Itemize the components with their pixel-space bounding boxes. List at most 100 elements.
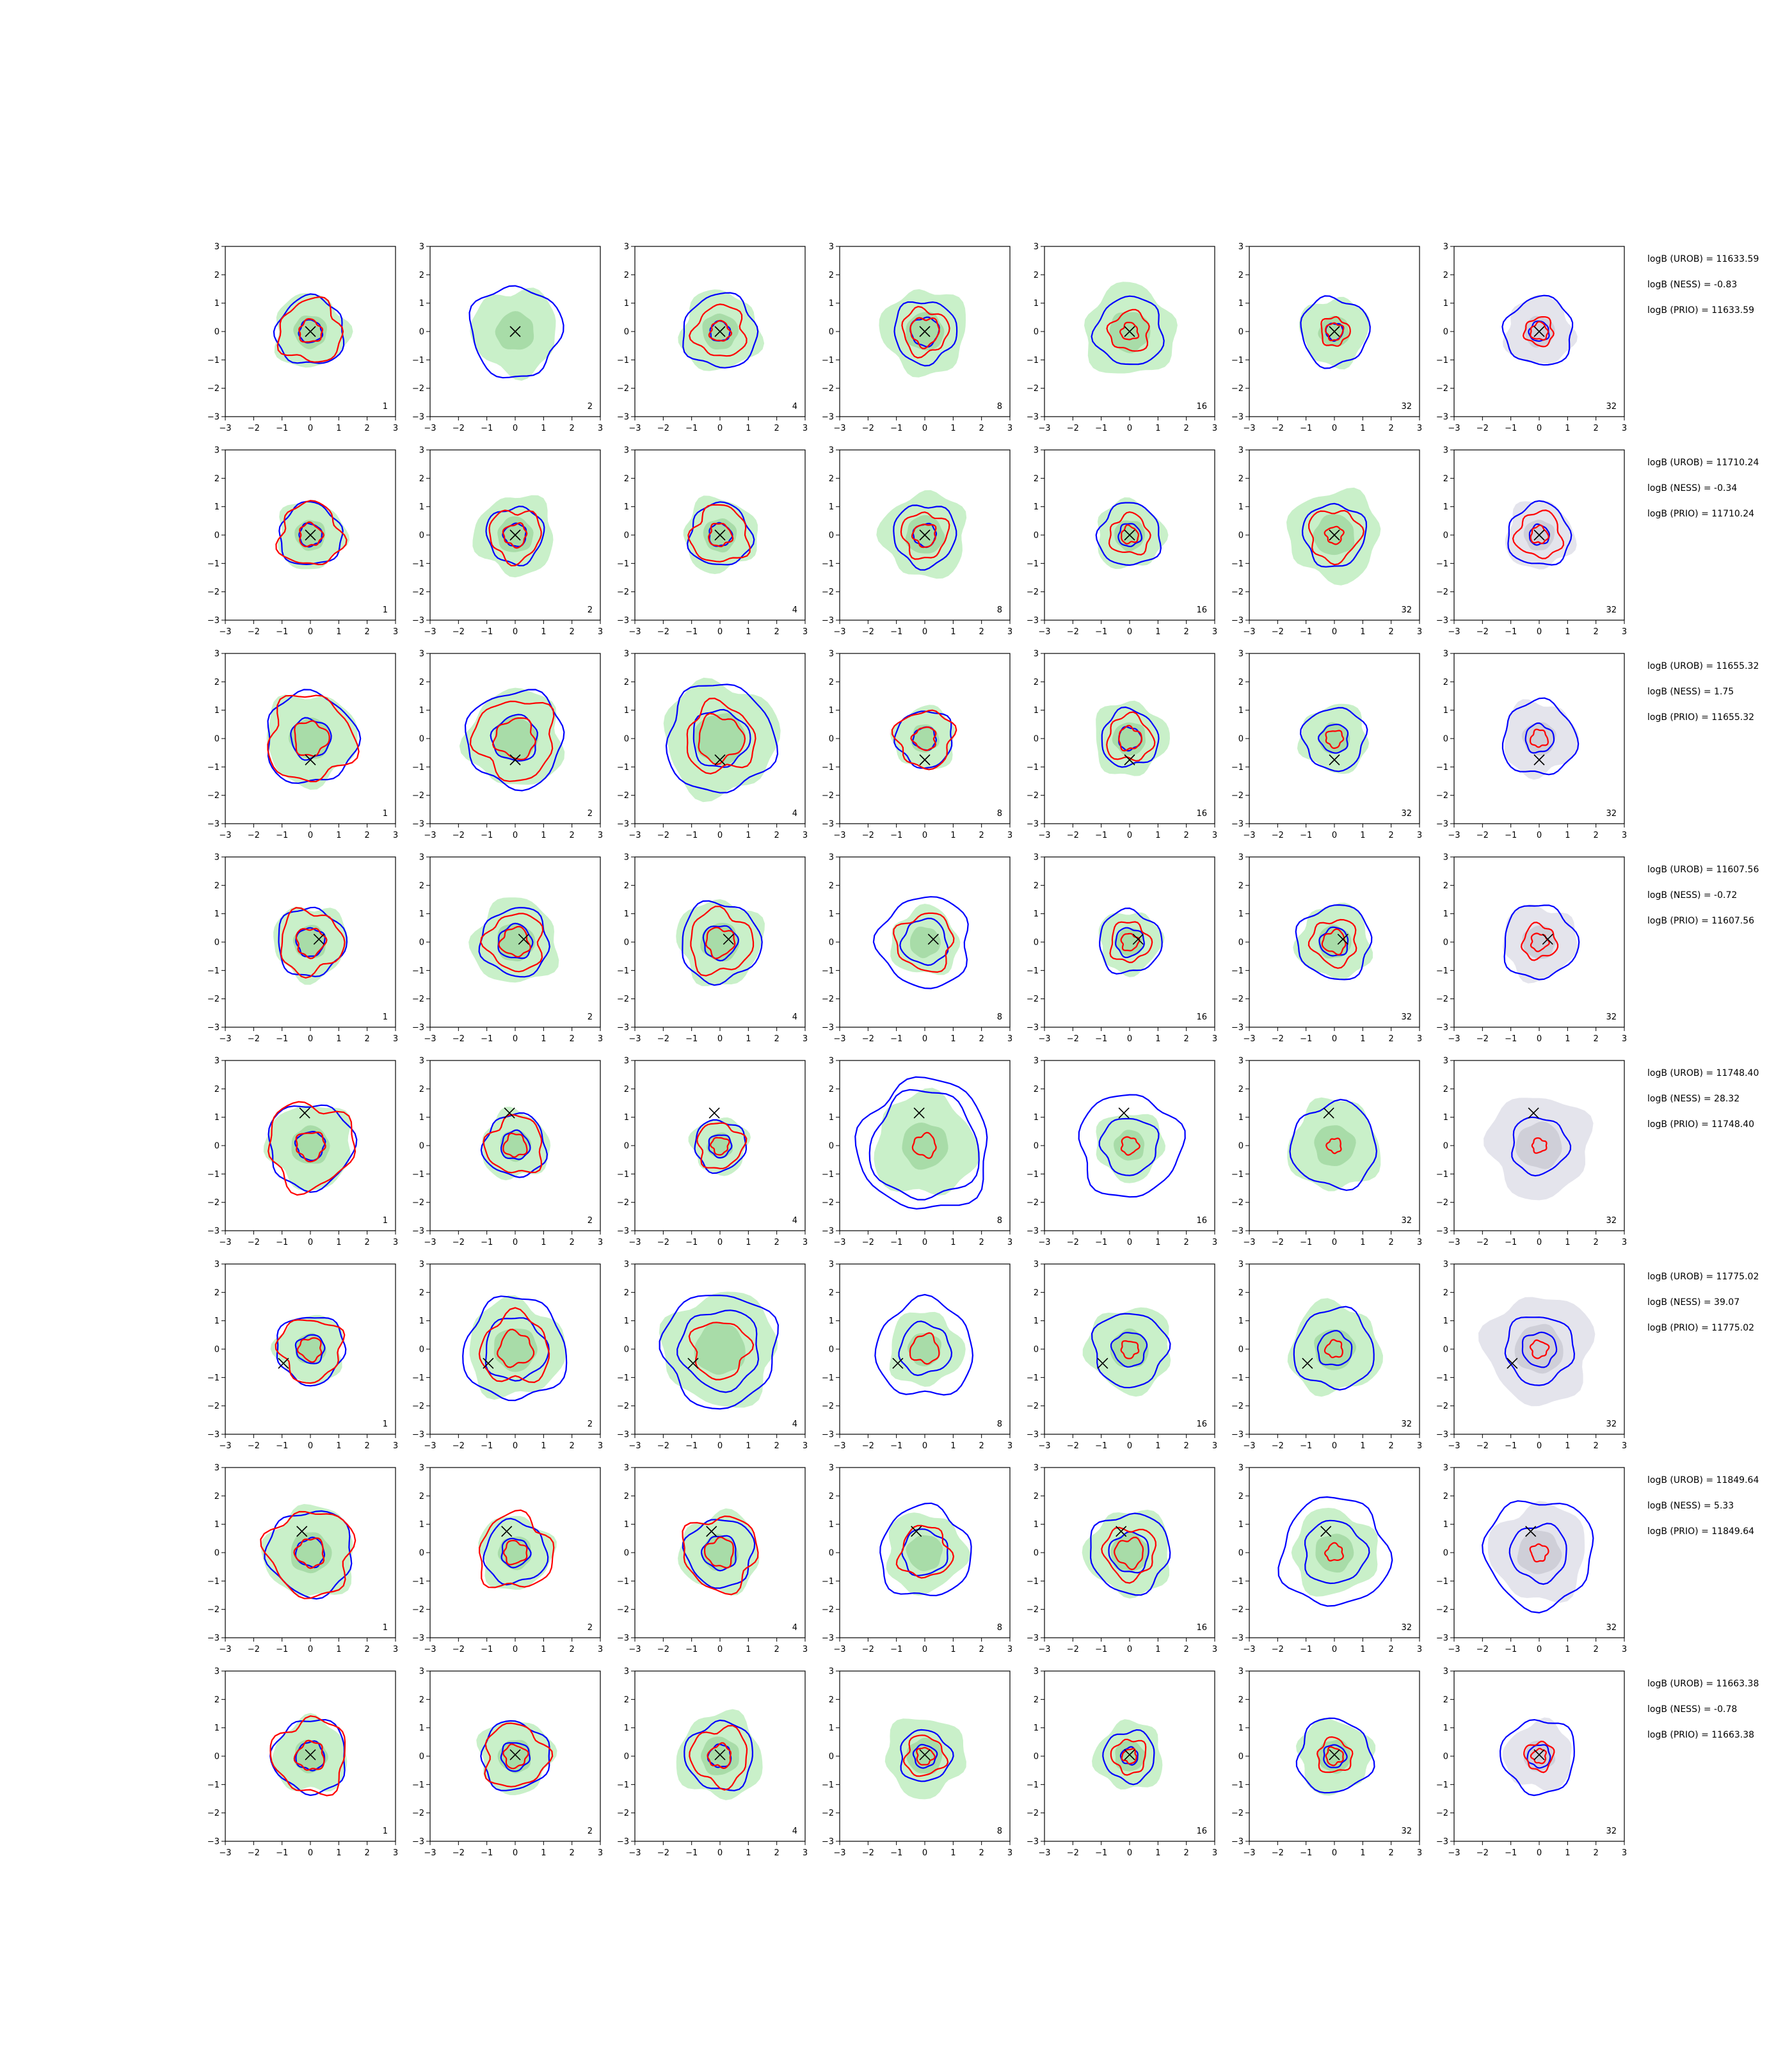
x-marker-icon <box>706 1526 717 1537</box>
y-tick-label: 0 <box>214 328 220 337</box>
red-contour <box>1320 316 1351 347</box>
annotation-prio: logB (PRIO) = 11655.32 <box>1647 712 1755 723</box>
annotation-urob: logB (UROB) = 11663.38 <box>1647 1679 1759 1689</box>
y-tick-label: −1 <box>1436 559 1448 569</box>
x-tick-label: −1 <box>890 1848 902 1858</box>
x-tick-label: 1 <box>1360 1848 1365 1858</box>
x-tick-label: 2 <box>1184 831 1189 840</box>
x-tick-label: −2 <box>452 1645 465 1654</box>
blue-contour <box>1099 907 1163 975</box>
y-tick-label: −3 <box>1027 1430 1039 1440</box>
blue-contour <box>872 896 969 989</box>
x-tick-label: 2 <box>1184 1848 1189 1858</box>
x-tick-label: −3 <box>1243 627 1255 637</box>
x-tick-label: −3 <box>628 627 641 637</box>
panel-r2-c5: −3 −2 −1 0 1 2 3 3 2 1 0 −1 −2 −3 16 <box>1027 446 1217 637</box>
x-marker-icon <box>927 934 939 945</box>
x-tick-label: 0 <box>1537 1238 1542 1247</box>
x-tick-label: −3 <box>219 1034 231 1044</box>
panel-label: 2 <box>588 1420 593 1429</box>
x-tick-label: −3 <box>1448 424 1460 433</box>
x-tick-label: 0 <box>1332 1441 1337 1451</box>
y-tick-label: −1 <box>412 763 424 772</box>
x-tick-label: −2 <box>862 831 874 840</box>
x-tick-label: −2 <box>452 1034 465 1044</box>
grey-density-core <box>1517 1530 1562 1574</box>
y-tick-label: −3 <box>412 1430 424 1440</box>
red-contour <box>909 317 940 349</box>
panel-r1-c2: −3 −2 −1 0 1 2 3 3 2 1 0 −1 −2 −3 2 <box>412 243 603 434</box>
x-tick-label: 1 <box>1360 627 1365 637</box>
y-tick-label: −2 <box>412 1809 424 1818</box>
x-tick-label: −2 <box>1067 627 1079 637</box>
y-tick-label: 1 <box>624 909 629 919</box>
x-tick-label: 1 <box>950 1034 956 1044</box>
x-tick-label: −3 <box>1038 627 1050 637</box>
y-tick-label: 3 <box>419 650 424 659</box>
x-tick-label: −3 <box>628 831 641 840</box>
x-tick-label: −3 <box>833 1238 845 1247</box>
y-tick-label: −3 <box>1027 1634 1039 1644</box>
x-tick-label: 2 <box>1389 1034 1394 1044</box>
x-tick-label: 2 <box>1389 424 1394 433</box>
x-tick-label: 2 <box>979 1034 984 1044</box>
x-tick-label: 3 <box>1212 1645 1217 1654</box>
x-tick-label: 3 <box>1212 1034 1217 1044</box>
x-tick-label: 3 <box>1622 1441 1627 1451</box>
y-tick-label: −1 <box>617 1170 629 1180</box>
y-tick-label: 1 <box>214 706 220 716</box>
y-tick-label: 0 <box>214 531 220 541</box>
y-tick-label: 2 <box>1034 1085 1039 1094</box>
y-tick-label: 0 <box>1238 735 1244 744</box>
y-tick-label: 2 <box>1034 881 1039 891</box>
red-contour <box>689 1725 748 1791</box>
red-contour <box>1114 1536 1144 1571</box>
y-tick-label: −3 <box>617 1227 629 1236</box>
red-contour <box>1106 308 1150 352</box>
y-tick-label: −3 <box>207 413 220 422</box>
x-marker-icon <box>919 529 931 541</box>
x-tick-label: 1 <box>950 831 956 840</box>
x-tick-label: −1 <box>1300 627 1312 637</box>
y-tick-label: −3 <box>412 820 424 829</box>
y-tick-label: 2 <box>829 678 834 687</box>
blue-contour <box>268 1104 358 1193</box>
x-tick-label: −2 <box>452 424 465 433</box>
x-tick-label: 3 <box>803 424 808 433</box>
y-tick-label: 2 <box>214 474 220 484</box>
x-tick-label: −2 <box>1476 831 1489 840</box>
x-tick-label: 2 <box>1389 627 1394 637</box>
y-tick-label: −1 <box>1436 763 1448 772</box>
x-tick-label: −2 <box>1067 831 1079 840</box>
x-tick-label: 1 <box>336 1645 341 1654</box>
x-tick-label: 0 <box>513 627 518 637</box>
y-tick-label: −3 <box>207 1634 220 1644</box>
y-tick-label: 1 <box>1238 1316 1244 1326</box>
x-tick-label: 3 <box>1417 831 1422 840</box>
x-tick-label: −2 <box>248 1034 260 1044</box>
y-tick-label: −3 <box>1027 413 1039 422</box>
y-tick-label: 2 <box>1034 1288 1039 1298</box>
y-tick-label: 3 <box>624 853 629 863</box>
y-tick-label: −2 <box>1436 995 1448 1004</box>
red-contour <box>698 712 746 765</box>
green-density-core <box>495 716 539 760</box>
red-contour <box>1308 509 1365 566</box>
y-tick-label: −3 <box>1027 820 1039 829</box>
y-tick-label: 2 <box>829 881 834 891</box>
panel-label: 4 <box>792 1420 797 1429</box>
panel-label: 4 <box>792 1827 797 1836</box>
blue-contour <box>1316 1329 1353 1366</box>
y-tick-label: −2 <box>1231 791 1244 801</box>
y-tick-label: −1 <box>1231 1373 1244 1383</box>
blue-contour <box>294 1536 326 1569</box>
x-tick-label: 1 <box>336 1238 341 1247</box>
x-tick-label: 3 <box>1622 424 1627 433</box>
x-tick-label: 0 <box>922 1034 927 1044</box>
y-tick-label: −3 <box>1436 616 1448 626</box>
panel-label: 2 <box>588 1012 593 1022</box>
x-tick-label: 0 <box>1332 831 1337 840</box>
panel-label: 32 <box>1606 1216 1617 1226</box>
y-tick-label: 0 <box>829 1142 834 1151</box>
